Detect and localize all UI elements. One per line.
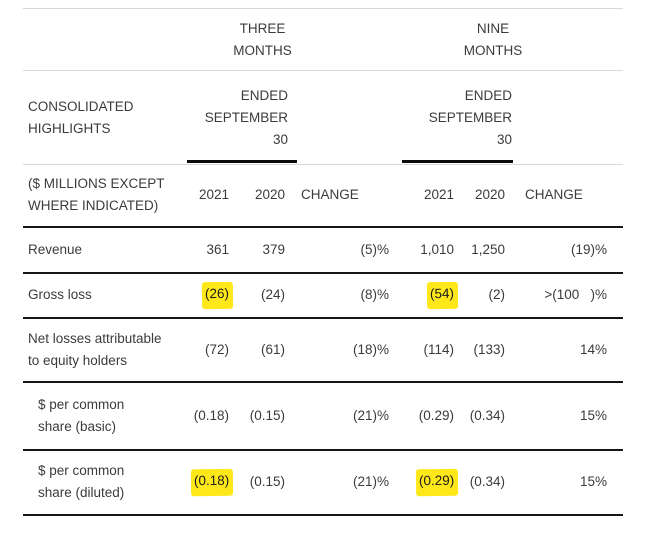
empty-cell	[288, 70, 403, 165]
group-header-nine-months: NINE MONTHS	[402, 8, 624, 71]
cell-net-losses-2021-9m: (114)	[402, 317, 458, 383]
cell-diluted-2020-3m: (0.15)	[232, 449, 288, 516]
col-header-2021-9m: 2021	[402, 164, 458, 228]
col-header-change-3m: CHANGE	[288, 164, 403, 228]
empty-corner-cell	[23, 8, 187, 71]
cell-basic-2021-3m: (0.18)	[187, 381, 232, 451]
empty-cell	[512, 70, 624, 165]
consolidated-highlights-table-container: THREE MONTHS NINE MONTHS CONSOLIDATED HIGHL…	[23, 8, 624, 516]
row-label-per-share-diluted: $ per common share (diluted)	[23, 449, 187, 516]
col-header-2021-3m: 2021	[187, 164, 232, 228]
ended-september-row: CONSOLIDATED HIGHLIGHTS ENDED SEPTEMBER 30 …	[23, 70, 624, 165]
cell-revenue-change-3m: (5)%	[288, 226, 403, 274]
cell-revenue-change-9m: (19)%	[512, 226, 624, 274]
row-label-revenue: Revenue	[23, 226, 187, 274]
ended-september-30-nine-months: ENDED SEPTEMBER 30	[402, 70, 513, 165]
cell-diluted-change-9m: 15%	[512, 449, 624, 516]
cell-diluted-2020-9m: (0.34)	[457, 449, 513, 516]
cell-gross-loss-change-3m: (8)%	[288, 272, 403, 319]
cell-basic-change-3m: (21)%	[288, 381, 403, 451]
col-header-2020-3m: 2020	[232, 164, 288, 228]
group-header-three-months: THREE MONTHS	[187, 8, 403, 71]
highlight-mark: (0.18)	[190, 468, 234, 496]
cell-diluted-2021-3m: (0.18)	[187, 449, 234, 516]
cell-gross-loss-2020-3m: (24)	[232, 272, 288, 319]
cell-net-losses-2021-3m: (72)	[187, 317, 232, 383]
highlight-mark: (54)	[426, 281, 459, 309]
cell-net-losses-2020-3m: (61)	[232, 317, 288, 383]
highlight-mark: (0.29)	[415, 468, 459, 496]
cell-revenue-2021-9m: 1,010	[402, 226, 458, 274]
highlight-mark: (26)	[201, 281, 234, 309]
period-group-header-row: THREE MONTHS NINE MONTHS	[23, 8, 624, 71]
cell-basic-change-9m: 15%	[512, 381, 624, 451]
cell-gross-loss-2021-9m: (54)	[402, 272, 459, 319]
column-group-underline-three-months	[187, 160, 297, 163]
row-label-gross-loss: Gross loss	[23, 272, 187, 319]
ended-september-30-three-months: ENDED SEPTEMBER 30	[187, 70, 288, 165]
table-row-per-share-basic: $ per common share (basic) (0.18) (0.15) …	[23, 381, 624, 451]
cell-gross-loss-2020-9m: (2)	[457, 272, 513, 319]
cell-diluted-2021-9m: (0.29)	[402, 449, 459, 516]
table-row-per-share-diluted: $ per common share (diluted) (0.18) (0.15…	[23, 449, 624, 516]
column-group-underline-nine-months	[402, 160, 513, 163]
cell-net-losses-change-9m: 14%	[512, 317, 624, 383]
table-title: CONSOLIDATED HIGHLIGHTS	[23, 70, 187, 165]
row-label-per-share-basic: $ per common share (basic)	[23, 381, 187, 451]
cell-gross-loss-change-9m: >(100 )%	[512, 272, 624, 319]
cell-basic-2020-9m: (0.34)	[457, 381, 513, 451]
col-header-change-9m: CHANGE	[512, 164, 624, 228]
table-row-net-losses: Net losses attributable to equity holders…	[23, 317, 624, 383]
year-header-row: ($ MILLIONS EXCEPT WHERE INDICATED) 2021 …	[23, 164, 624, 228]
cell-revenue-2021-3m: 361	[187, 226, 232, 274]
cell-net-losses-2020-9m: (133)	[457, 317, 513, 383]
units-note: ($ MILLIONS EXCEPT WHERE INDICATED)	[23, 164, 187, 228]
consolidated-highlights-table: THREE MONTHS NINE MONTHS CONSOLIDATED HIGHL…	[23, 8, 624, 516]
cell-net-losses-change-3m: (18)%	[288, 317, 403, 383]
cell-revenue-2020-9m: 1,250	[457, 226, 513, 274]
col-header-2020-9m: 2020	[457, 164, 513, 228]
cell-diluted-change-3m: (21)%	[288, 449, 403, 516]
cell-gross-loss-2021-3m: (26)	[187, 272, 234, 319]
row-label-net-losses: Net losses attributable to equity holders	[23, 317, 187, 383]
cell-basic-2021-9m: (0.29)	[402, 381, 458, 451]
table-row-revenue: Revenue 361 379 (5)% 1,010 1,250 (19)%	[23, 226, 624, 274]
cell-basic-2020-3m: (0.15)	[232, 381, 288, 451]
table-row-gross-loss: Gross loss (26) (24) (8)% (54) (2) >(100…	[23, 272, 624, 319]
cell-revenue-2020-3m: 379	[232, 226, 288, 274]
